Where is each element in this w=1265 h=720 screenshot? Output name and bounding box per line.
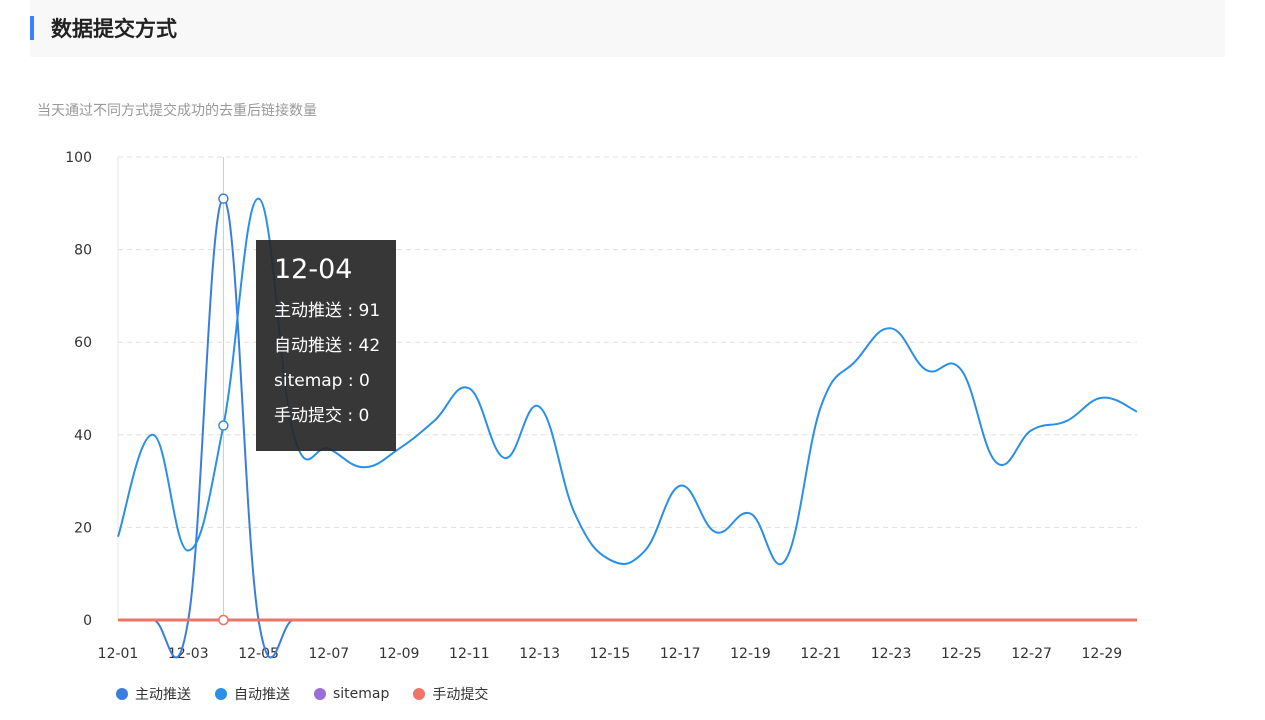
y-tick-label: 80: [74, 243, 92, 259]
legend-label: 主动推送: [135, 687, 191, 703]
legend-label: sitemap: [333, 686, 390, 702]
tooltip-row-3: 手动提交 : 0: [274, 406, 370, 426]
chart-subtitle: 当天通过不同方式提交成功的去重后链接数量: [37, 103, 317, 119]
y-tick-label: 0: [83, 613, 92, 629]
legend-dot-icon: [116, 688, 128, 700]
tooltip-row-1: 自动推送 : 42: [274, 336, 381, 356]
hover-point-1: [218, 420, 229, 431]
section-title: 数据提交方式: [51, 17, 177, 41]
tooltip-title: 12-04: [274, 254, 353, 285]
x-tick-label: 12-13: [519, 646, 560, 662]
legend-label: 手动提交: [432, 687, 489, 703]
legend-dot-icon: [413, 688, 426, 700]
legend-dot-icon: [314, 688, 326, 700]
x-tick-label: 12-19: [730, 646, 771, 662]
legend-dot-icon: [215, 688, 227, 700]
legend-item-sitemap[interactable]: sitemap: [314, 686, 389, 702]
x-tick-label: 12-05: [238, 646, 279, 662]
hover-point-3: [218, 614, 229, 626]
hover-point-0: [218, 193, 229, 204]
series-line-1: [117, 197, 1138, 566]
chart-legend: 主动推送 自动推送 sitemap 手动提交: [116, 684, 512, 704]
y-tick-label: 100: [65, 150, 92, 166]
x-tick-label: 12-11: [449, 646, 490, 662]
accent-bar: [30, 16, 34, 40]
y-tick-label: 20: [74, 520, 92, 536]
chart-tooltip: 12-04 主动推送 : 91 自动推送 : 42 sitemap : 0 手动…: [256, 240, 396, 451]
x-tick-label: 12-25: [941, 646, 982, 662]
y-tick-label: 60: [74, 335, 92, 351]
x-tick-label: 12-21: [800, 646, 841, 662]
x-tick-label: 12-09: [379, 646, 420, 662]
x-tick-label: 12-27: [1011, 646, 1052, 662]
section-header: 数据提交方式: [30, 0, 1225, 57]
x-tick-label: 12-29: [1082, 646, 1123, 662]
tooltip-row-2: sitemap : 0: [274, 371, 370, 391]
x-tick-label: 12-17: [660, 646, 701, 662]
x-tick-label: 12-23: [871, 646, 912, 662]
tooltip-row-0: 主动推送 : 91: [274, 301, 381, 321]
legend-item-auto-push[interactable]: 自动推送: [215, 684, 290, 704]
x-tick-label: 12-01: [98, 646, 139, 662]
legend-item-manual-submit[interactable]: 手动提交: [413, 684, 488, 704]
x-tick-label: 12-07: [308, 646, 349, 662]
y-tick-label: 40: [74, 428, 92, 444]
legend-label: 自动推送: [234, 687, 290, 703]
legend-item-active-push[interactable]: 主动推送: [116, 684, 191, 704]
x-tick-label: 12-03: [168, 646, 209, 662]
x-tick-label: 12-15: [590, 646, 631, 662]
